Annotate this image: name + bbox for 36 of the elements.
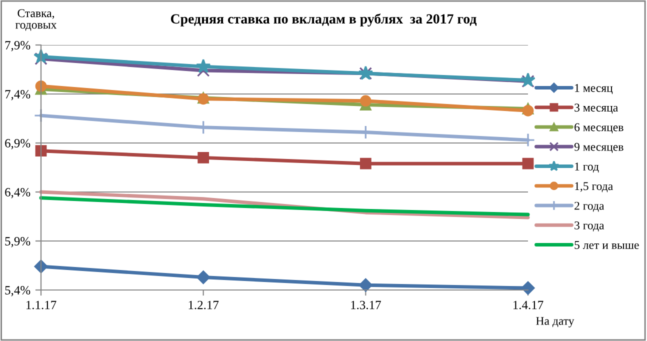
line-series	[39, 196, 530, 216]
x-tick-label: 1.1.17	[26, 300, 56, 310]
legend-label: 5 лет и выше	[574, 241, 639, 250]
point	[34, 260, 48, 274]
point	[196, 58, 211, 74]
y-tick-label: 5,4%	[5, 286, 30, 296]
point	[522, 104, 534, 116]
y-tick-label: 7,4%	[5, 90, 30, 100]
x-tick-label: 1.4.17	[513, 300, 544, 310]
point	[196, 270, 210, 284]
legend-label: 1 год	[575, 162, 599, 173]
point	[360, 95, 372, 107]
y-tick-label: 6,4%	[5, 188, 30, 198]
x-tick-label: 1.3.17	[351, 300, 381, 310]
legend-label: 3 года	[574, 221, 604, 232]
legend-label: 6 месяцев	[574, 123, 624, 134]
point	[522, 158, 534, 170]
y-tick-label: 6,9%	[5, 139, 30, 150]
point	[35, 145, 47, 157]
point	[360, 158, 372, 170]
y-tick-label: 7,9%	[5, 41, 30, 52]
point	[34, 52, 48, 66]
y-tick-label: 5,9%	[5, 237, 30, 248]
y-axis-title: Ставка, годовых	[16, 9, 57, 31]
point	[35, 80, 47, 92]
legend-label: 3 месяца	[574, 104, 618, 114]
point	[358, 278, 372, 292]
x-axis-title: На дату	[536, 317, 574, 328]
legend-label: 2 года	[574, 202, 604, 212]
legend-label: 1,5 года	[575, 182, 613, 192]
x-tick-label: 1.2.17	[188, 300, 219, 310]
point	[198, 152, 210, 164]
chart-title: Средняя ставка по вкладам в рублях за 2017 год	[170, 14, 477, 26]
legend-label: 1 месяц	[575, 84, 613, 94]
legend-label: 9 месяцев	[574, 142, 624, 154]
point	[521, 281, 535, 295]
